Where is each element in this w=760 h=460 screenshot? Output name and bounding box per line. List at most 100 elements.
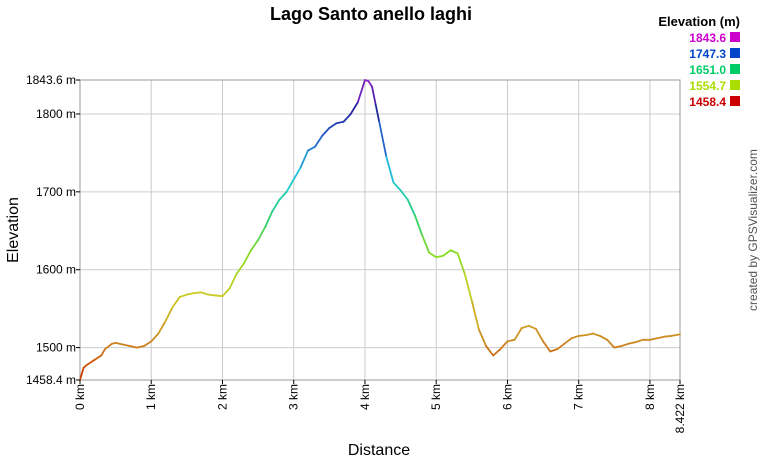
elevation-segment-19 <box>200 291 210 296</box>
elevation-segment-43 <box>367 80 373 88</box>
elevation-segment-37 <box>328 122 338 129</box>
elevation-segment-82 <box>634 338 644 344</box>
elevation-segment-0 <box>79 366 85 381</box>
x-tick-label-9: 8.422 km <box>673 384 687 433</box>
legend-swatch-3 <box>730 80 740 90</box>
legend-swatch-2 <box>730 64 740 74</box>
elevation-segment-40 <box>349 101 359 115</box>
elevation-segment-54 <box>435 254 445 259</box>
elevation-segment-77 <box>599 335 609 341</box>
elevation-segment-84 <box>649 337 658 341</box>
elevation-segment-32 <box>292 166 302 181</box>
elevation-segment-66 <box>520 324 530 330</box>
elevation-segment-53 <box>428 251 438 259</box>
legend-label-1: 1747.3 <box>689 47 726 61</box>
elevation-segment-26 <box>250 239 260 252</box>
legend-label-2: 1651.0 <box>689 63 726 77</box>
elevation-segment-9 <box>128 345 138 349</box>
elevation-segment-36 <box>321 127 331 137</box>
elevation-segment-12 <box>150 332 160 343</box>
elevation-segment-39 <box>342 113 352 123</box>
elevation-segment-8 <box>121 343 131 347</box>
x-tick-label-5: 5 km <box>429 384 443 410</box>
elevation-segment-14 <box>164 306 174 323</box>
x-axis-title: Distance <box>348 442 410 459</box>
elevation-segment-28 <box>264 210 274 228</box>
elevation-segment-69 <box>542 340 552 353</box>
elevation-segment-41 <box>356 79 366 104</box>
elevation-segment-55 <box>442 249 452 257</box>
elevation-segment-62 <box>492 348 502 357</box>
elevation-segment-3 <box>93 354 103 361</box>
elevation-segment-4 <box>100 348 106 357</box>
elevation-segment-87 <box>670 333 681 337</box>
elevation-segment-59 <box>470 299 480 331</box>
elevation-segment-81 <box>627 341 637 345</box>
elevation-segment-13 <box>157 320 167 335</box>
x-tick-label-4: 4 km <box>358 384 372 410</box>
elevation-segment-63 <box>499 340 509 351</box>
elevation-segment-47 <box>385 155 395 184</box>
elevation-segment-23 <box>228 272 238 290</box>
elevation-segment-16 <box>178 293 188 298</box>
elevation-segment-18 <box>193 291 203 294</box>
elevation-segment-24 <box>235 262 245 275</box>
legend-swatch-1 <box>730 48 740 58</box>
elevation-segment-10 <box>136 345 146 349</box>
y-axis-title: Elevation <box>5 197 22 263</box>
elevation-segment-17 <box>185 292 195 296</box>
x-tick-label-6: 6 km <box>500 384 514 410</box>
elevation-segment-27 <box>257 225 267 242</box>
elevation-segment-64 <box>506 338 516 343</box>
elevation-segment-45 <box>374 103 381 123</box>
elevation-segment-71 <box>556 342 566 351</box>
elevation-segment-38 <box>335 120 345 125</box>
elevation-segment-72 <box>563 337 573 345</box>
elevation-segment-70 <box>549 348 559 353</box>
elevation-segment-57 <box>456 252 466 275</box>
x-tick-label-0: 0 km <box>73 384 87 410</box>
elevation-segment-60 <box>478 328 487 347</box>
elevation-segment-86 <box>663 335 673 338</box>
legend-label-4: 1458.4 <box>689 95 726 109</box>
y-tick-label-0: 1458.4 m <box>26 373 76 387</box>
x-tick-label-3: 3 km <box>287 384 301 410</box>
elevation-segment-73 <box>570 335 580 340</box>
elevation-segment-76 <box>592 332 601 337</box>
legend: Elevation (m) 1843.6 1747.3 1651.0 1554.7 14… <box>658 14 740 109</box>
legend-swatch-4 <box>730 96 740 106</box>
elevation-segment-2 <box>86 359 96 366</box>
elevation-segment-50 <box>406 198 416 217</box>
y-axis-ticks: 1458.4 m 1500 m 1600 m 1700 m 1800 m 1843.6 m <box>26 73 80 387</box>
elevation-segment-11 <box>143 340 153 347</box>
elevation-segment-22 <box>221 287 231 298</box>
credit-text: created by GPSVisualizer.com <box>746 149 760 311</box>
elevation-segment-51 <box>413 214 423 236</box>
elevation-segment-68 <box>535 328 544 343</box>
elevation-segment-5 <box>104 342 113 351</box>
y-tick-label-5: 1843.6 m <box>26 73 76 87</box>
elevation-segment-33 <box>299 149 309 168</box>
elevation-segment-58 <box>463 272 473 302</box>
elevation-segment-78 <box>606 338 616 349</box>
elevation-line <box>79 79 681 381</box>
legend-label-3: 1554.7 <box>689 79 726 93</box>
elevation-segment-7 <box>114 342 124 346</box>
elevation-segment-25 <box>242 249 252 265</box>
elevation-segment-80 <box>620 342 630 347</box>
legend-title: Elevation (m) <box>658 14 740 29</box>
x-tick-label-2: 2 km <box>215 384 229 410</box>
elevation-segment-34 <box>307 145 316 152</box>
elevation-segment-56 <box>449 249 459 255</box>
y-tick-label-1: 1500 m <box>36 341 76 355</box>
elevation-segment-65 <box>513 327 523 341</box>
elevation-segment-15 <box>171 296 181 309</box>
elevation-segment-79 <box>613 345 623 349</box>
elevation-segment-48 <box>392 181 402 192</box>
elevation-segment-31 <box>285 178 295 193</box>
y-tick-label-4: 1800 m <box>36 107 76 121</box>
legend-swatch-0 <box>730 32 740 42</box>
elevation-segment-29 <box>271 198 281 213</box>
x-tick-label-7: 7 km <box>572 384 586 410</box>
